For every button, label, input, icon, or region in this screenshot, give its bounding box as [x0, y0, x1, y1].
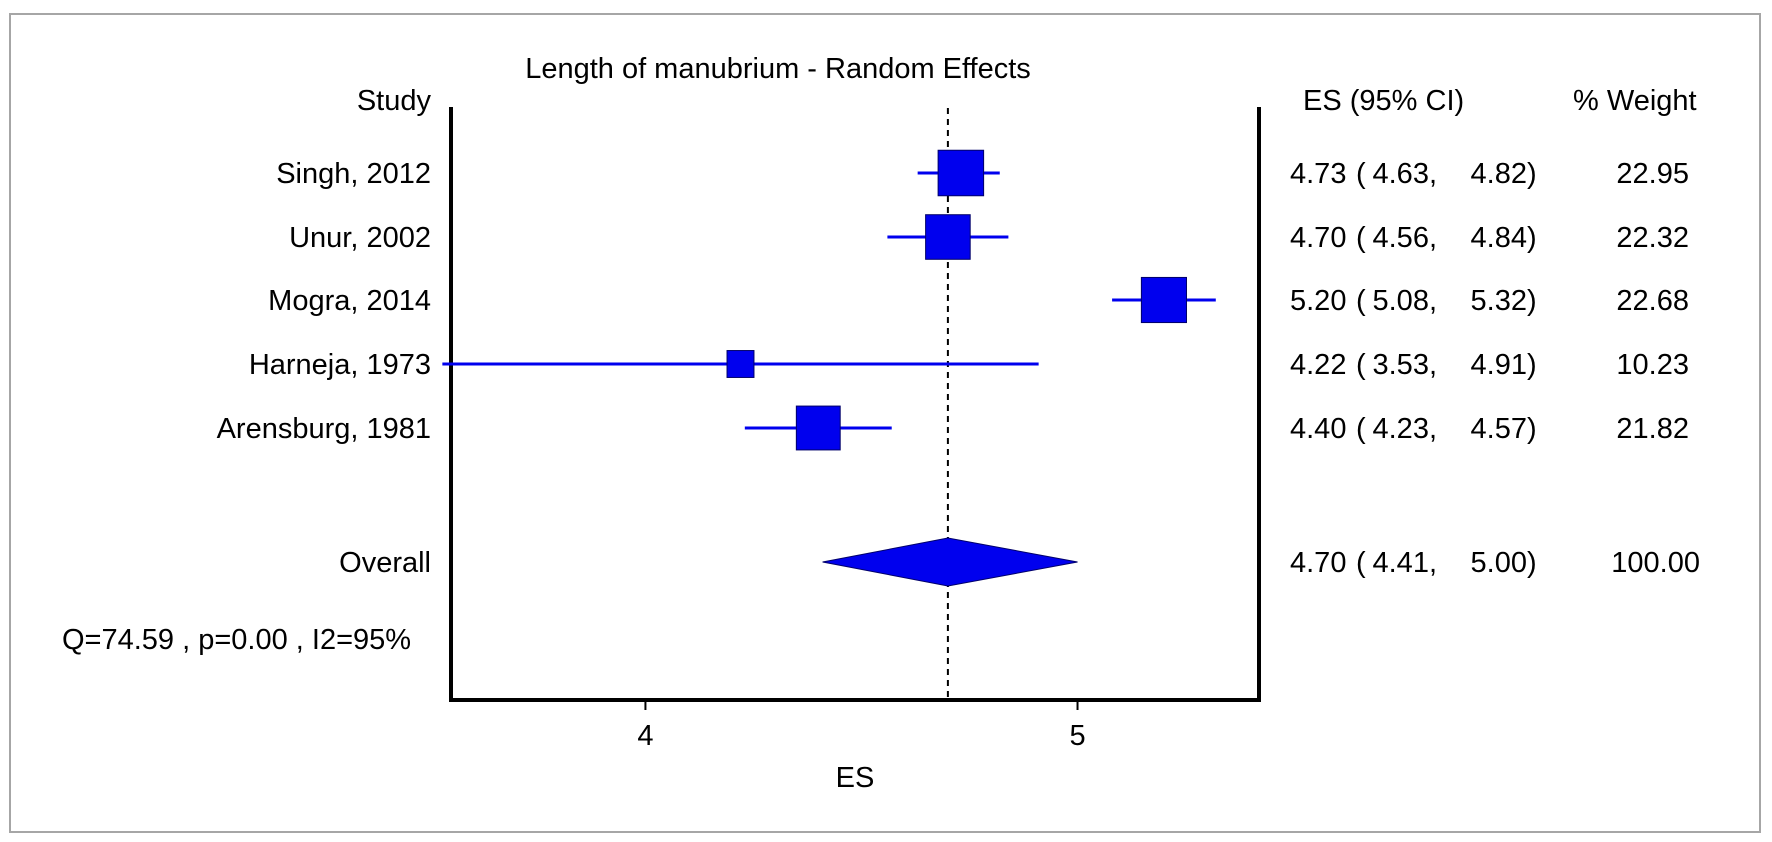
heterogeneity-statistics: Q=74.59 , p=0.00 , I2=95%	[62, 624, 411, 656]
weight-value: 22.32	[1616, 222, 1689, 254]
overall-ci-upper-value: 5.00	[1471, 547, 1527, 579]
study-row: Harneja, 1973 4.22 (3.53, 4.91) 10.23	[249, 349, 1689, 381]
ci-upper-value: 4.57	[1471, 413, 1527, 445]
x-axis-label: ES	[836, 762, 875, 794]
es-column-header: ES (95% CI)	[1303, 85, 1464, 117]
effect-size-marker	[726, 350, 755, 378]
x-tick-label: 5	[1069, 720, 1085, 752]
overall-ci-lower-value: 4.41,	[1373, 547, 1438, 579]
overall-row: Overall 4.70 (4.41, 5.00) 100.00	[339, 537, 1700, 587]
ci-close-paren: )	[1527, 285, 1537, 317]
ci-close-paren: )	[1527, 158, 1537, 190]
effect-size-marker	[937, 149, 985, 197]
effect-size-marker	[795, 405, 841, 451]
weight-value: 21.82	[1616, 413, 1689, 445]
ci-upper-value: 4.84	[1471, 222, 1527, 254]
study-rows: Singh, 2012 4.73 (4.63, 4.82) 22.95 Unur, 200…	[217, 149, 1689, 451]
overall-effect-size-value: 4.70	[1290, 547, 1346, 579]
effect-size-value: 5.20	[1290, 285, 1346, 317]
ci-upper-value: 4.82	[1471, 158, 1527, 190]
ci-lower-value: 4.63,	[1373, 158, 1438, 190]
ci-open-paren: (	[1356, 349, 1366, 381]
study-row: Mogra, 2014 5.20 (5.08, 5.32) 22.68	[268, 276, 1689, 324]
study-label: Arensburg, 1981	[217, 413, 431, 445]
study-label: Unur, 2002	[289, 222, 431, 254]
study-label: Mogra, 2014	[268, 285, 431, 317]
chart-title: Length of manubrium - Random Effects	[525, 53, 1031, 85]
weight-column-header: % Weight	[1573, 85, 1697, 117]
effect-size-value: 4.22	[1290, 349, 1346, 381]
overall-weight-value: 100.00	[1611, 547, 1700, 579]
weight-value: 22.68	[1616, 285, 1689, 317]
study-label: Harneja, 1973	[249, 349, 431, 381]
ci-open-paren: (	[1356, 158, 1366, 190]
ci-upper-value: 5.32	[1471, 285, 1527, 317]
figure-frame	[9, 13, 1761, 833]
study-column-header: Study	[357, 85, 432, 117]
study-label: Singh, 2012	[276, 158, 431, 190]
ci-open-paren: (	[1356, 222, 1366, 254]
study-row: Unur, 2002 4.70 (4.56, 4.84) 22.32	[289, 214, 1689, 260]
ci-close-paren: )	[1527, 222, 1537, 254]
overall-label: Overall	[339, 547, 431, 579]
ci-upper-value: 4.91	[1471, 349, 1527, 381]
ci-lower-value: 4.56,	[1373, 222, 1438, 254]
study-row: Singh, 2012 4.73 (4.63, 4.82) 22.95	[276, 149, 1689, 197]
weight-value: 22.95	[1616, 158, 1689, 190]
effect-size-value: 4.73	[1290, 158, 1346, 190]
ci-close-paren: )	[1527, 547, 1537, 579]
effect-size-value: 4.40	[1290, 413, 1346, 445]
study-row: Arensburg, 1981 4.40 (4.23, 4.57) 21.82	[217, 405, 1689, 451]
effect-size-value: 4.70	[1290, 222, 1346, 254]
ci-open-paren: (	[1356, 547, 1366, 579]
ci-open-paren: (	[1356, 413, 1366, 445]
x-tick-label: 4	[637, 720, 653, 752]
ci-open-paren: (	[1356, 285, 1366, 317]
ci-close-paren: )	[1527, 413, 1537, 445]
effect-size-marker	[1140, 276, 1187, 324]
effect-size-marker	[925, 214, 971, 260]
ci-lower-value: 4.23,	[1373, 413, 1438, 445]
overall-effect-diamond	[822, 537, 1078, 587]
ci-lower-value: 5.08,	[1373, 285, 1438, 317]
weight-value: 10.23	[1616, 349, 1689, 381]
ci-lower-value: 3.53,	[1373, 349, 1438, 381]
ci-close-paren: )	[1527, 349, 1537, 381]
